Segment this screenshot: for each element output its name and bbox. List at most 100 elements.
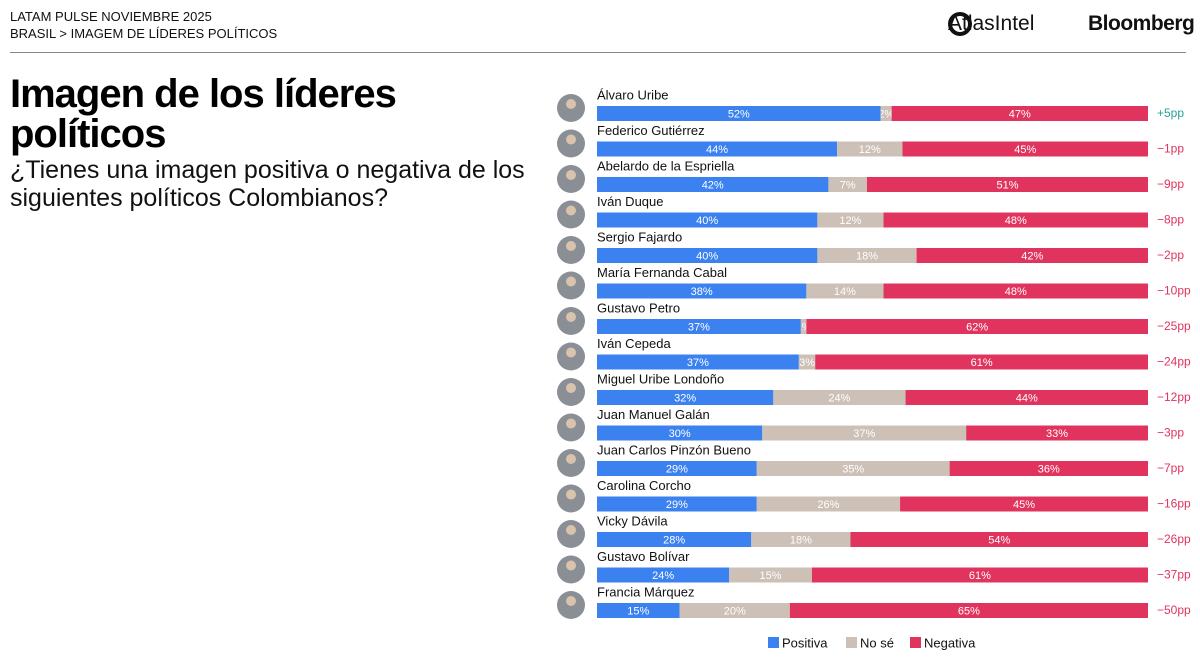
label-clip: 35% (842, 463, 864, 475)
value-label: 42% (1021, 250, 1043, 262)
label-clip: 28% (663, 534, 685, 546)
bar-segment (806, 319, 1148, 334)
label-clip: 42% (702, 179, 724, 191)
category-label: Iván Cepeda (597, 336, 671, 351)
value-label: 33% (1046, 428, 1068, 440)
value-label: 38% (691, 286, 713, 298)
value-label: 62% (966, 321, 988, 333)
net-label: −25pp (1157, 319, 1191, 333)
label-clip: 1% (801, 321, 807, 333)
bar-segment (597, 532, 752, 547)
legend-label: Positiva (782, 635, 828, 650)
label-clip: 12% (859, 144, 881, 156)
avatar-face (566, 596, 576, 606)
legend-swatch (846, 637, 857, 648)
net-label: −16pp (1157, 497, 1191, 511)
value-label: 24% (828, 392, 850, 404)
logo: Bloomberg (1088, 12, 1195, 35)
bar-segment (597, 141, 838, 157)
label-clip: 33% (1046, 428, 1068, 440)
label-clip: 52% (728, 108, 750, 120)
label-clip: 61% (969, 570, 991, 582)
bar-segment (597, 212, 818, 228)
avatar-face (566, 134, 576, 145)
label-clip: 2% (878, 108, 894, 120)
bar-segment (815, 354, 1148, 370)
label-clip: 18% (856, 250, 878, 262)
value-label: 37% (853, 428, 875, 440)
category-label: Abelardo de la Espriella (597, 158, 735, 173)
value-label: 7% (840, 179, 856, 191)
bar-segment (905, 390, 1148, 405)
bar-segment (798, 354, 816, 370)
value-label: 32% (674, 392, 696, 404)
avatar-face (566, 170, 576, 180)
bar-segment (828, 177, 867, 192)
bar-segment (789, 603, 1148, 618)
legend-label: No sé (860, 635, 894, 650)
value-label: 44% (1016, 392, 1038, 404)
label-clip: 48% (1005, 215, 1027, 227)
label-clip: 7% (840, 179, 856, 191)
bar-segment (800, 319, 807, 334)
bar-segment (883, 283, 1148, 299)
bar-segment (597, 496, 757, 512)
net-label: −24pp (1157, 355, 1191, 369)
bar-segment (756, 496, 901, 512)
bar-segment (817, 248, 917, 263)
net-label: −26pp (1157, 532, 1191, 546)
bar-segment (883, 212, 1148, 228)
breadcrumb: BRASIL > IMAGEM DE LÍDERES POLÍTICOS (10, 26, 278, 41)
category-label: María Fernanda Cabal (597, 265, 727, 280)
net-label: −37pp (1157, 568, 1191, 582)
value-label: 40% (696, 215, 718, 227)
legend-swatch (768, 637, 779, 648)
kicker: LATAM PULSE NOVIEMBRE 2025 (10, 9, 212, 24)
bar-segment (916, 248, 1148, 263)
label-clip: 61% (971, 357, 993, 369)
label-clip: 36% (1038, 463, 1060, 475)
bar-segment (817, 212, 884, 228)
avatar-face (566, 312, 576, 322)
bar-segment (880, 106, 892, 121)
bar-segment (597, 390, 774, 405)
label-clip: 24% (652, 570, 674, 582)
bar-segment (762, 425, 967, 441)
bar-segment (597, 106, 881, 121)
value-label: 61% (971, 357, 993, 369)
label-clip: 65% (958, 605, 980, 617)
label-clip: 45% (1014, 144, 1036, 156)
net-label: −1pp (1157, 142, 1184, 156)
category-label: Gustavo Bolívar (597, 549, 690, 564)
bar-segment (837, 141, 903, 157)
bar-segment (949, 461, 1148, 476)
avatar-face (566, 276, 576, 287)
label-clip: 24% (828, 392, 850, 404)
label-clip: 38% (691, 286, 713, 298)
value-label: 26% (817, 499, 839, 511)
label-clip: 32% (674, 392, 696, 404)
bar-segment (597, 567, 730, 583)
label-clip: 3% (799, 357, 815, 369)
net-label: +5pp (1157, 106, 1184, 120)
value-label: 45% (1013, 499, 1035, 511)
value-label: 45% (1014, 144, 1036, 156)
value-label: 48% (1005, 215, 1027, 227)
category-label: Carolina Corcho (597, 478, 691, 493)
bar-segment (597, 248, 818, 263)
avatar-face (566, 241, 576, 251)
value-label: 29% (666, 499, 688, 511)
avatar-face (566, 347, 576, 358)
value-label: 44% (706, 144, 728, 156)
label-clip: 30% (669, 428, 691, 440)
value-label: 12% (839, 215, 861, 227)
bar-segment (756, 461, 950, 476)
bar-segment (597, 461, 757, 476)
chart-title: Imagen de los líderes políticos (10, 72, 397, 156)
value-label: 15% (760, 570, 782, 582)
bar-segment (891, 106, 1148, 121)
logo-mark (948, 12, 972, 36)
label-clip: 40% (696, 215, 718, 227)
value-label: 2% (878, 108, 894, 120)
